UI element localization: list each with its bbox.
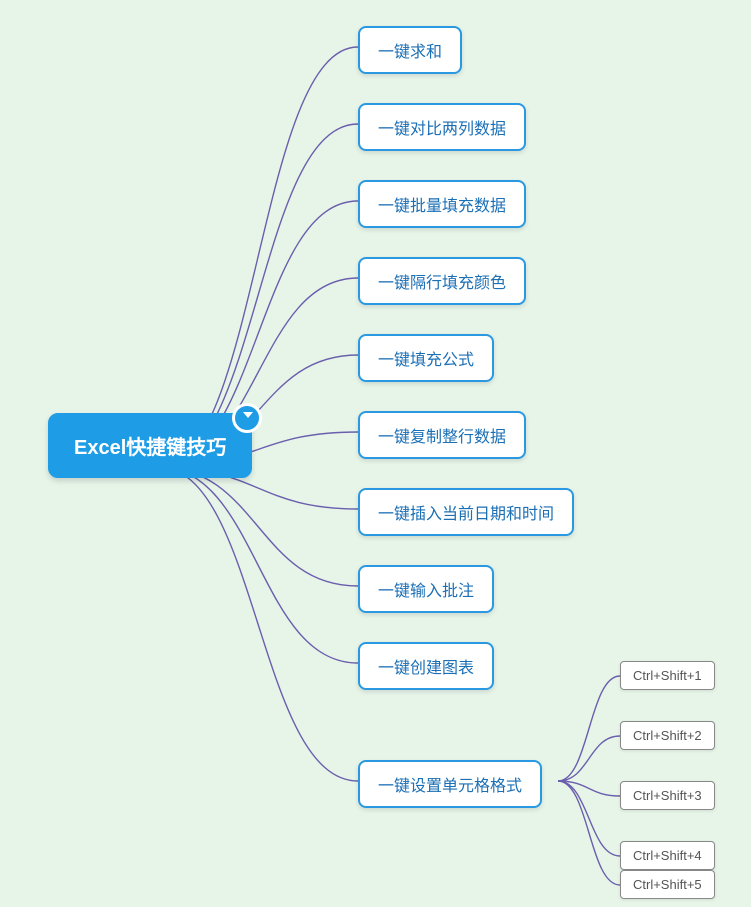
- child-node-7[interactable]: 一键输入批注: [358, 565, 494, 613]
- child-node-0[interactable]: 一键求和: [358, 26, 462, 74]
- child-node-1[interactable]: 一键对比两列数据: [358, 103, 526, 151]
- child-node-3[interactable]: 一键隔行填充颜色: [358, 257, 526, 305]
- child-node-9[interactable]: 一键设置单元格格式: [358, 760, 542, 808]
- leaf-node-1[interactable]: Ctrl+Shift+2: [620, 721, 715, 750]
- leaf-node-3[interactable]: Ctrl+Shift+4: [620, 841, 715, 870]
- root-node[interactable]: Excel快捷键技巧: [48, 413, 252, 478]
- leaf-node-2[interactable]: Ctrl+Shift+3: [620, 781, 715, 810]
- child-node-4[interactable]: 一键填充公式: [358, 334, 494, 382]
- child-node-8[interactable]: 一键创建图表: [358, 642, 494, 690]
- child-node-2[interactable]: 一键批量填充数据: [358, 180, 526, 228]
- child-node-5[interactable]: 一键复制整行数据: [358, 411, 526, 459]
- leaf-node-4[interactable]: Ctrl+Shift+5: [620, 870, 715, 899]
- child-node-6[interactable]: 一键插入当前日期和时间: [358, 488, 574, 536]
- leaf-node-0[interactable]: Ctrl+Shift+1: [620, 661, 715, 690]
